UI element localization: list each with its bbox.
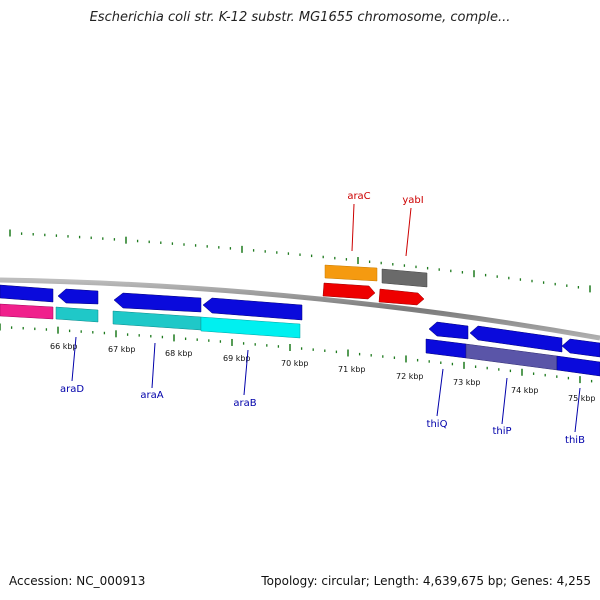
gene-label-thiB[interactable]: thiB <box>565 435 585 446</box>
gene-label-yabI[interactable]: yabI <box>402 195 423 206</box>
kbp-label: 69 kbp <box>223 354 251 363</box>
kbp-label: 72 kbp <box>396 372 424 381</box>
inner-tick-track <box>0 323 593 384</box>
gene-label-thiP[interactable]: thiP <box>492 426 511 437</box>
kbp-label: 67 kbp <box>108 345 136 354</box>
feature-araD[interactable] <box>55 306 99 323</box>
feature-araD-arrow[interactable] <box>57 288 99 305</box>
feature-thiB[interactable] <box>556 355 600 377</box>
reverse-leader-lines <box>71 336 581 433</box>
forward-leader-lines <box>351 203 412 257</box>
forward-gene-labels: araC yabI <box>347 191 423 206</box>
gene-label-araA[interactable]: araA <box>140 390 163 401</box>
map-title: Escherichia coli str. K-12 substr. MG165… <box>89 10 511 25</box>
gene-label-araC[interactable]: araC <box>347 191 370 202</box>
feature-araA-arrow[interactable] <box>113 292 202 313</box>
feature-thiQ-arrow[interactable] <box>428 321 469 340</box>
gene-label-thiQ[interactable]: thiQ <box>427 419 448 430</box>
feature-araA[interactable] <box>112 310 202 331</box>
gene-label-araB[interactable]: araB <box>233 398 256 409</box>
accession-label: Accession: NC_000913 <box>9 574 146 588</box>
feature-pink[interactable] <box>0 303 54 320</box>
chromosome-backbone <box>0 277 600 341</box>
kbp-label: 75 kbp <box>568 394 596 403</box>
feature-araC[interactable] <box>324 264 378 282</box>
outer-tick-track <box>9 229 591 293</box>
forward-strand-features <box>322 264 428 306</box>
feature-left-blue[interactable] <box>0 284 54 303</box>
kbp-label: 68 kbp <box>165 349 193 358</box>
feature-forward-red-1[interactable] <box>322 282 376 300</box>
feature-yabI[interactable] <box>381 268 428 288</box>
kbp-label: 71 kbp <box>338 365 366 374</box>
feature-thiQ[interactable] <box>425 338 467 359</box>
reverse-gene-labels: araD araA araB thiQ thiP thiB <box>60 384 585 446</box>
feature-forward-red-2[interactable] <box>378 288 425 306</box>
gene-label-araD[interactable]: araD <box>60 384 84 395</box>
kbp-label: 70 kbp <box>281 359 309 368</box>
feature-thiB-arrow[interactable] <box>561 338 600 358</box>
kbp-labels: 66 kbp 67 kbp 68 kbp 69 kbp 70 kbp 71 kb… <box>50 342 596 403</box>
feature-thiP-arrow[interactable] <box>469 325 563 353</box>
kbp-label: 73 kbp <box>453 378 481 387</box>
kbp-label: 74 kbp <box>511 386 539 395</box>
feature-araB[interactable] <box>200 316 301 339</box>
reverse-strand-features <box>0 284 600 377</box>
topology-summary: Topology: circular; Length: 4,639,675 bp… <box>261 574 591 588</box>
feature-araB-arrow[interactable] <box>202 297 303 321</box>
kbp-label: 66 kbp <box>50 342 78 351</box>
